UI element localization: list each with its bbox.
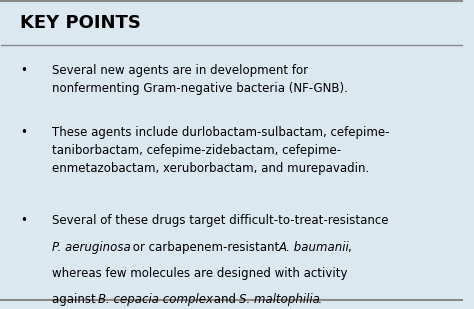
Text: Several of these drugs target difficult-to-treat-resistance: Several of these drugs target difficult-… bbox=[52, 214, 389, 227]
Text: ,: , bbox=[347, 241, 351, 254]
Text: A. baumanii: A. baumanii bbox=[278, 241, 349, 254]
Text: against: against bbox=[52, 293, 100, 306]
Text: These agents include durlobactam-sulbactam, cefepime-
taniborbactam, cefepime-zi: These agents include durlobactam-sulbact… bbox=[52, 126, 390, 175]
Text: Several new agents are in development for
nonfermenting Gram-negative bacteria (: Several new agents are in development fo… bbox=[52, 64, 348, 95]
Text: •: • bbox=[20, 64, 27, 77]
Text: and: and bbox=[210, 293, 240, 306]
Text: or carbapenem-resistant: or carbapenem-resistant bbox=[128, 241, 283, 254]
Text: B. cepacia complex: B. cepacia complex bbox=[98, 293, 213, 306]
Text: KEY POINTS: KEY POINTS bbox=[20, 14, 141, 32]
Text: P. aeruginosa: P. aeruginosa bbox=[52, 241, 131, 254]
Text: •: • bbox=[20, 214, 27, 227]
Text: whereas few molecules are designed with activity: whereas few molecules are designed with … bbox=[52, 267, 347, 280]
Text: .: . bbox=[318, 293, 321, 306]
Text: S. maltophilia: S. maltophilia bbox=[239, 293, 320, 306]
Text: •: • bbox=[20, 126, 27, 139]
